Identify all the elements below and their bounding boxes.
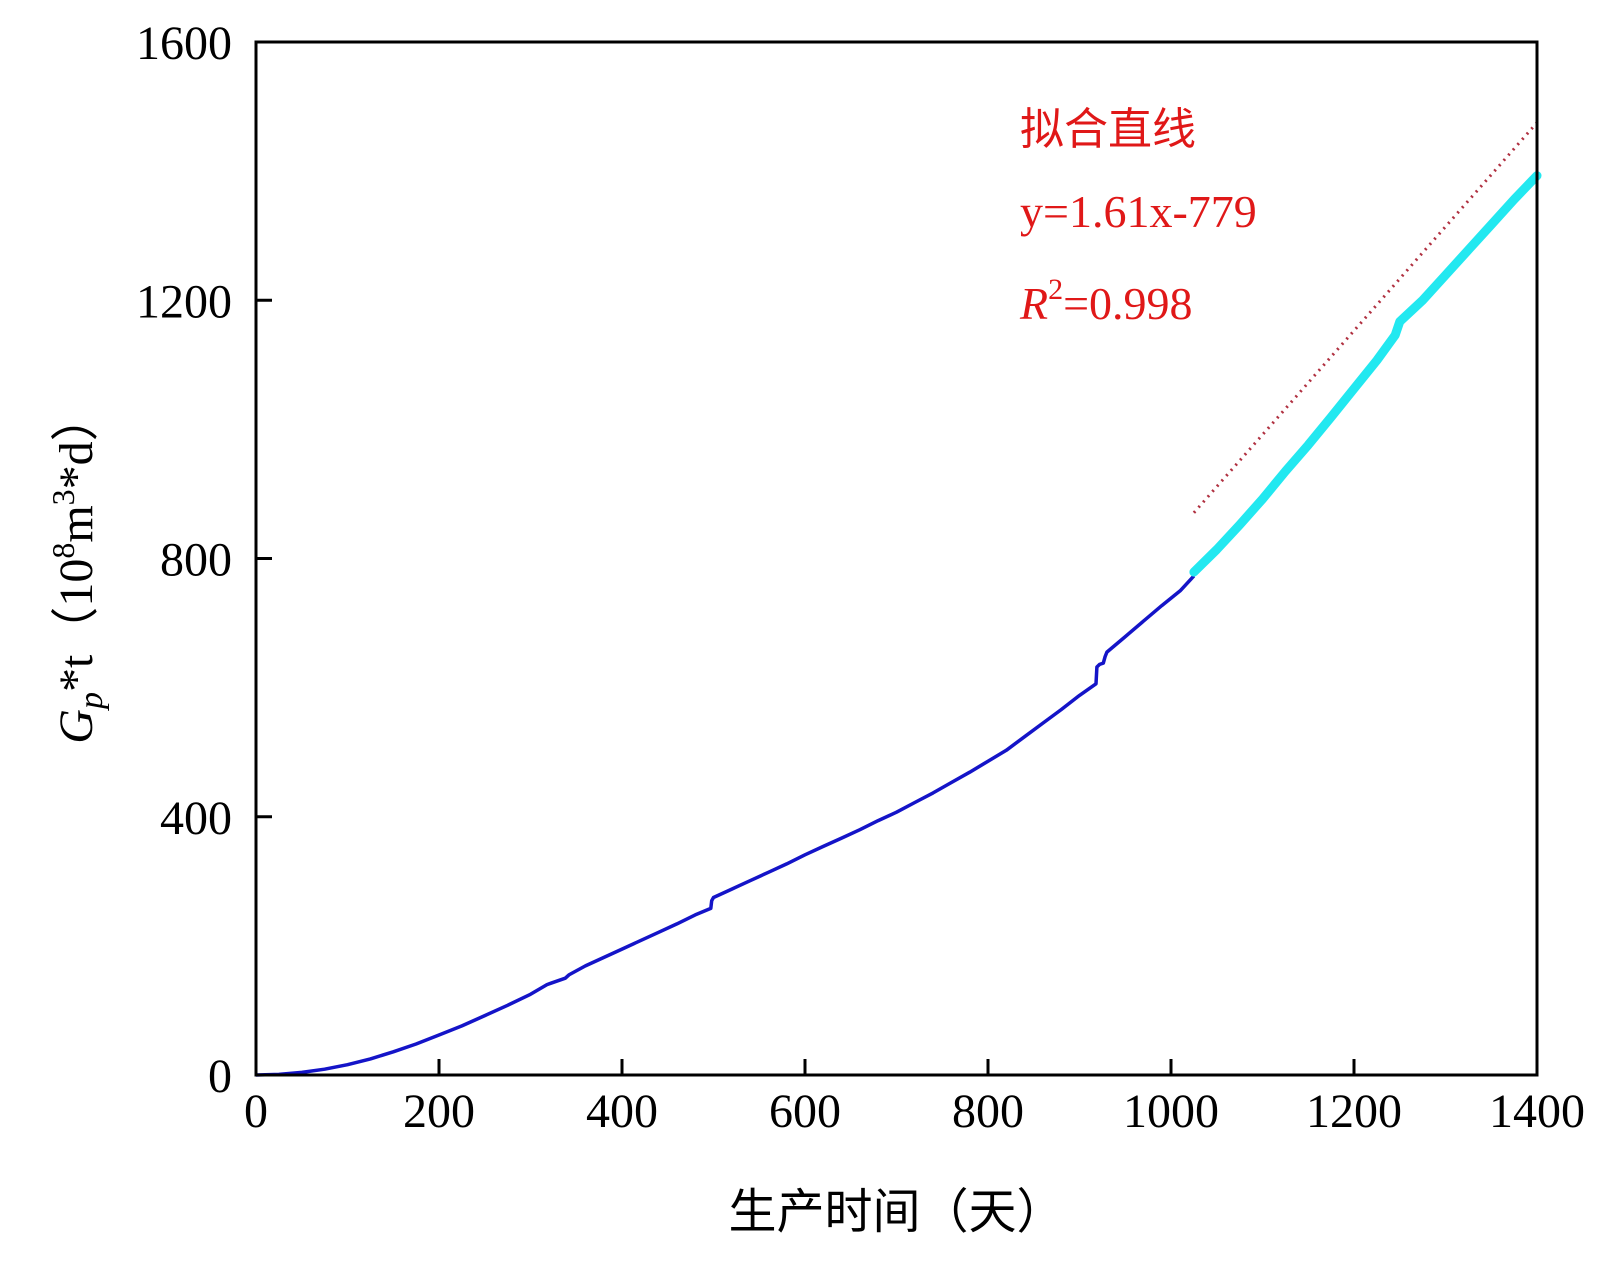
y-tick-label: 1200 xyxy=(136,275,232,328)
y-axis-ticks: 0 400 800 1200 1600 xyxy=(136,17,272,1103)
y-axis-title-sub-p: p xyxy=(73,692,110,711)
y-tick-label: 0 xyxy=(208,1050,232,1103)
x-tick-label: 1200 xyxy=(1306,1085,1402,1138)
y-tick-label: 1600 xyxy=(136,17,232,70)
y-tick-label: 800 xyxy=(160,534,232,587)
plot-frame xyxy=(254,40,1539,1077)
fit-annotation-equation: y=1.61x-779 xyxy=(1020,186,1257,237)
y-axis-title-exp8: 8 xyxy=(45,543,81,559)
x-tick-label: 1000 xyxy=(1123,1085,1219,1138)
fit-annotation-r2-value: =0.998 xyxy=(1063,278,1192,329)
y-axis-title-m: m xyxy=(50,505,103,542)
x-axis-ticks: 0 200 400 600 800 1000 1200 1400 xyxy=(244,1059,1585,1138)
fit-annotation: 拟合直线 y=1.61x-779 R2=0.998 xyxy=(1019,104,1257,329)
x-axis-title: 生产时间（天） xyxy=(728,1184,1064,1240)
fit-annotation-r2: R2=0.998 xyxy=(1019,273,1193,329)
x-tick-label: 200 xyxy=(403,1085,475,1138)
x-tick-label: 0 xyxy=(244,1085,268,1138)
y-axis-title-mid: *t（10 xyxy=(50,559,103,692)
y-axis-title-exp3: 3 xyxy=(45,489,81,505)
y-axis-title-g: G xyxy=(50,709,103,744)
x-tick-label: 1400 xyxy=(1489,1085,1585,1138)
series-line-fit xyxy=(1192,121,1539,514)
series-line-fit-segment xyxy=(1189,171,1542,577)
x-tick-label: 400 xyxy=(586,1085,658,1138)
x-tick-label: 600 xyxy=(769,1085,841,1138)
fit-annotation-title: 拟合直线 xyxy=(1020,104,1196,155)
fit-annotation-r2-exp: 2 xyxy=(1048,273,1063,306)
series-layer xyxy=(255,121,1542,1077)
y-axis-title: Gp*t（108m3*d） xyxy=(45,393,110,743)
series-line-main xyxy=(255,574,1196,1077)
fit-annotation-r2-symbol: R xyxy=(1019,278,1048,329)
y-tick-label: 400 xyxy=(160,792,232,845)
y-axis-title-tail: *d） xyxy=(50,393,103,489)
x-tick-label: 800 xyxy=(952,1085,1024,1138)
